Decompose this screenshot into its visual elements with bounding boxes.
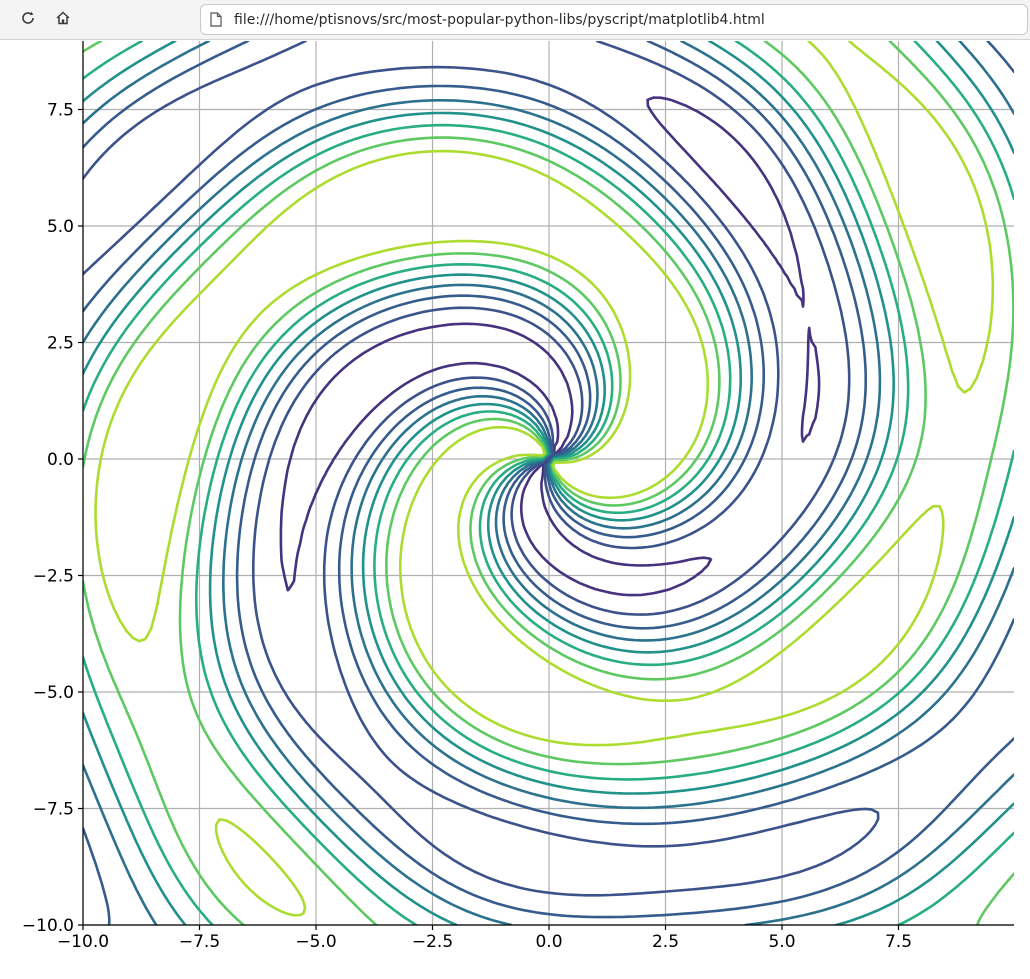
reload-icon [20,10,36,30]
y-tick-label: −5.0 [33,683,74,703]
x-tick-label: 5.0 [768,932,795,952]
x-tick-label: −2.5 [412,932,453,952]
contour-level-4 [83,41,1014,925]
x-tick-label: −5.0 [295,932,336,952]
address-bar[interactable]: file:///home/ptisnovs/src/most-popular-p… [200,4,1028,35]
url-text[interactable]: file:///home/ptisnovs/src/most-popular-p… [234,11,765,28]
x-tick-label: −10.0 [57,932,109,952]
contour-lines [83,41,1014,925]
x-tick-label: 0.0 [535,932,562,952]
contour-level-3 [83,41,1014,925]
x-tick-label: −7.5 [179,932,220,952]
contour-level-7 [94,41,995,917]
contour-level-1 [83,41,880,897]
y-tick-label: 7.5 [47,101,74,121]
y-tick-label: −10.0 [22,916,74,936]
contour-level-2 [83,41,1014,925]
contour-chart: −10.0 −7.5 −5.0 −2.5 0.0 2.5 5.0 7.5 −10.0 −7.5 −5… [22,41,1014,952]
page-content: −10.0 −7.5 −5.0 −2.5 0.0 2.5 5.0 7.5 −10.0 −7.5 −5… [0,41,1030,979]
reload-button[interactable] [15,7,41,33]
home-icon [55,10,71,30]
y-tick-label: 5.0 [47,217,74,237]
browser-toolbar: file:///home/ptisnovs/src/most-popular-p… [0,0,1030,40]
y-tick-label: −2.5 [33,567,74,587]
document-icon [210,12,224,28]
x-tick-label: 2.5 [652,932,679,952]
x-tick-label: 7.5 [885,932,912,952]
y-tick-label: −7.5 [33,800,74,820]
y-tick-label: 2.5 [47,334,74,354]
y-tick-label: 0.0 [47,450,74,470]
contour-level-5 [83,41,1014,925]
home-button[interactable] [50,7,76,33]
contour-level-6 [83,41,1014,925]
